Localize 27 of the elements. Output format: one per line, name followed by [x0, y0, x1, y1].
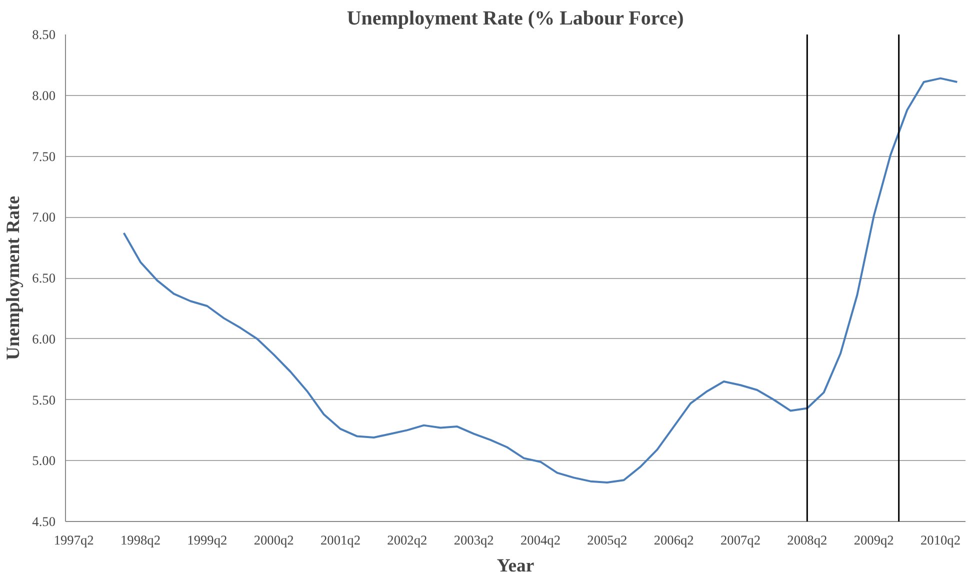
- y-tick-label: 7.00: [32, 210, 56, 225]
- x-tick-label: 2002q2: [387, 532, 428, 548]
- y-tick-label: 8.50: [32, 27, 56, 42]
- x-tick-label: 2000q2: [254, 532, 294, 548]
- y-tick-label: 8.00: [32, 88, 56, 103]
- x-axis-title: Year: [496, 556, 534, 576]
- chart-title: Unemployment Rate (% Labour Force): [346, 8, 684, 30]
- y-tick-label: 6.50: [32, 270, 56, 286]
- x-tick-label: 1999q2: [187, 532, 228, 548]
- x-tick-label: 2008q2: [787, 532, 828, 548]
- y-axis-title: Unemployment Rate: [3, 196, 24, 360]
- x-tick-label: 2006q2: [654, 532, 694, 548]
- x-tick-label: 1998q2: [120, 532, 160, 548]
- x-tick-label: 1997q2: [54, 532, 94, 548]
- x-tick-label: 2004q2: [520, 532, 560, 548]
- x-tick-label: 2003q2: [454, 532, 494, 548]
- x-tick-label: 2010q2: [920, 532, 960, 548]
- y-tick-label: 5.50: [32, 392, 56, 408]
- x-tick-label: 2007q2: [720, 532, 760, 548]
- x-tick-label: 2009q2: [854, 532, 894, 548]
- line-series: [122, 77, 958, 484]
- y-tick-label: 5.00: [32, 453, 56, 468]
- x-tick-label: 2005q2: [587, 532, 628, 548]
- y-tick-label: 7.50: [32, 148, 56, 164]
- y-tick-label: 4.50: [32, 514, 56, 529]
- y-tick-label: 6.00: [32, 331, 56, 346]
- x-tick-label: 2001q2: [320, 532, 360, 548]
